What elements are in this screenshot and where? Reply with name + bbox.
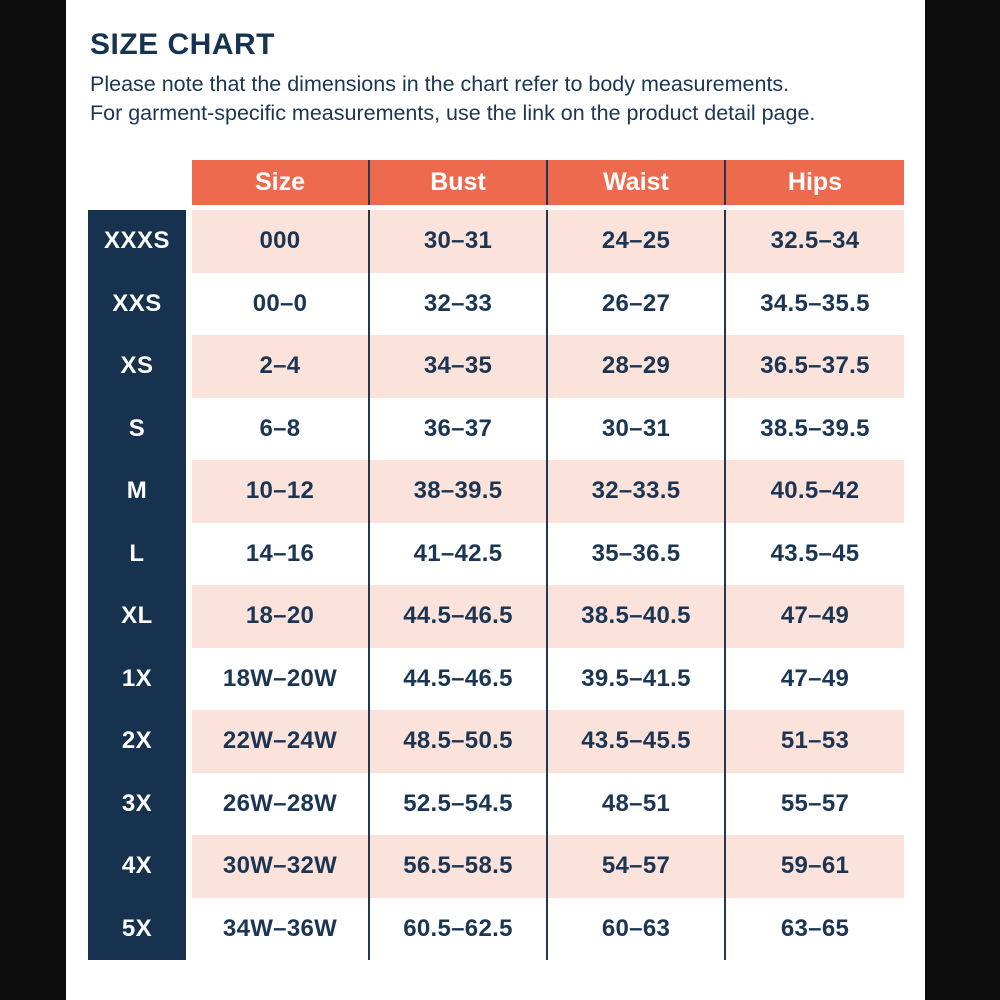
data-cell: 47–49 [726, 585, 904, 648]
row-label: 1X [88, 647, 186, 710]
data-cell: 48–51 [548, 772, 726, 835]
data-cell: 000 [192, 210, 370, 273]
data-cell: 44.5–46.5 [370, 647, 548, 710]
data-cell: 00–0 [192, 272, 370, 335]
data-cell: 38–39.5 [370, 460, 548, 523]
page-title: SIZE CHART [90, 28, 275, 61]
row-label: XL [88, 585, 186, 648]
page-note: Please note that the dimensions in the c… [90, 70, 925, 128]
row-label: 5X [88, 897, 186, 960]
data-cell: 28–29 [548, 335, 726, 398]
row-label: L [88, 522, 186, 585]
content-panel: SIZE CHART Please note that the dimensio… [66, 0, 925, 1000]
row-label: XS [88, 335, 186, 398]
data-cell: 55–57 [726, 772, 904, 835]
data-cell: 54–57 [548, 835, 726, 898]
data-cell: 38.5–39.5 [726, 397, 904, 460]
size-chart-table: Size Bust Waist Hips XXXS 000 30–31 24–25 32.5–3… [88, 160, 904, 960]
data-cell: 56.5–58.5 [370, 835, 548, 898]
data-cell: 40.5–42 [726, 460, 904, 523]
data-cell: 32–33.5 [548, 460, 726, 523]
header-corner-spacer [88, 160, 186, 205]
data-cell: 22W–24W [192, 710, 370, 773]
data-cell: 34–35 [370, 335, 548, 398]
data-cell: 30W–32W [192, 835, 370, 898]
data-cell: 35–36.5 [548, 522, 726, 585]
header-cell-waist: Waist [548, 160, 726, 205]
page-note-line-1: Please note that the dimensions in the c… [90, 72, 790, 96]
data-cell: 32.5–34 [726, 210, 904, 273]
data-cell: 60–63 [548, 897, 726, 960]
data-cell: 32–33 [370, 272, 548, 335]
row-label: 4X [88, 835, 186, 898]
header-cell-bust: Bust [370, 160, 548, 205]
data-cell: 60.5–62.5 [370, 897, 548, 960]
row-label: XXS [88, 272, 186, 335]
data-cell: 48.5–50.5 [370, 710, 548, 773]
data-cell: 14–16 [192, 522, 370, 585]
data-cell: 43.5–45.5 [548, 710, 726, 773]
row-label: 2X [88, 710, 186, 773]
data-cell: 34W–36W [192, 897, 370, 960]
data-cell: 6–8 [192, 397, 370, 460]
data-cell: 24–25 [548, 210, 726, 273]
page-note-line-2: For garment-specific measurements, use t… [90, 101, 816, 125]
data-cell: 36–37 [370, 397, 548, 460]
data-cell: 63–65 [726, 897, 904, 960]
row-label: M [88, 460, 186, 523]
header-cell-size: Size [192, 160, 370, 205]
data-cell: 30–31 [370, 210, 548, 273]
row-label: XXXS [88, 210, 186, 273]
data-cell: 52.5–54.5 [370, 772, 548, 835]
data-cell: 51–53 [726, 710, 904, 773]
data-cell: 47–49 [726, 647, 904, 710]
data-cell: 38.5–40.5 [548, 585, 726, 648]
data-cell: 18W–20W [192, 647, 370, 710]
data-cell: 41–42.5 [370, 522, 548, 585]
data-cell: 34.5–35.5 [726, 272, 904, 335]
data-cell: 39.5–41.5 [548, 647, 726, 710]
row-label: 3X [88, 772, 186, 835]
data-cell: 2–4 [192, 335, 370, 398]
data-cell: 43.5–45 [726, 522, 904, 585]
data-cell: 36.5–37.5 [726, 335, 904, 398]
data-cell: 26–27 [548, 272, 726, 335]
header-cell-hips: Hips [726, 160, 904, 205]
data-cell: 10–12 [192, 460, 370, 523]
data-cell: 18–20 [192, 585, 370, 648]
data-cell: 30–31 [548, 397, 726, 460]
data-cell: 44.5–46.5 [370, 585, 548, 648]
row-label: S [88, 397, 186, 460]
data-cell: 26W–28W [192, 772, 370, 835]
data-cell: 59–61 [726, 835, 904, 898]
